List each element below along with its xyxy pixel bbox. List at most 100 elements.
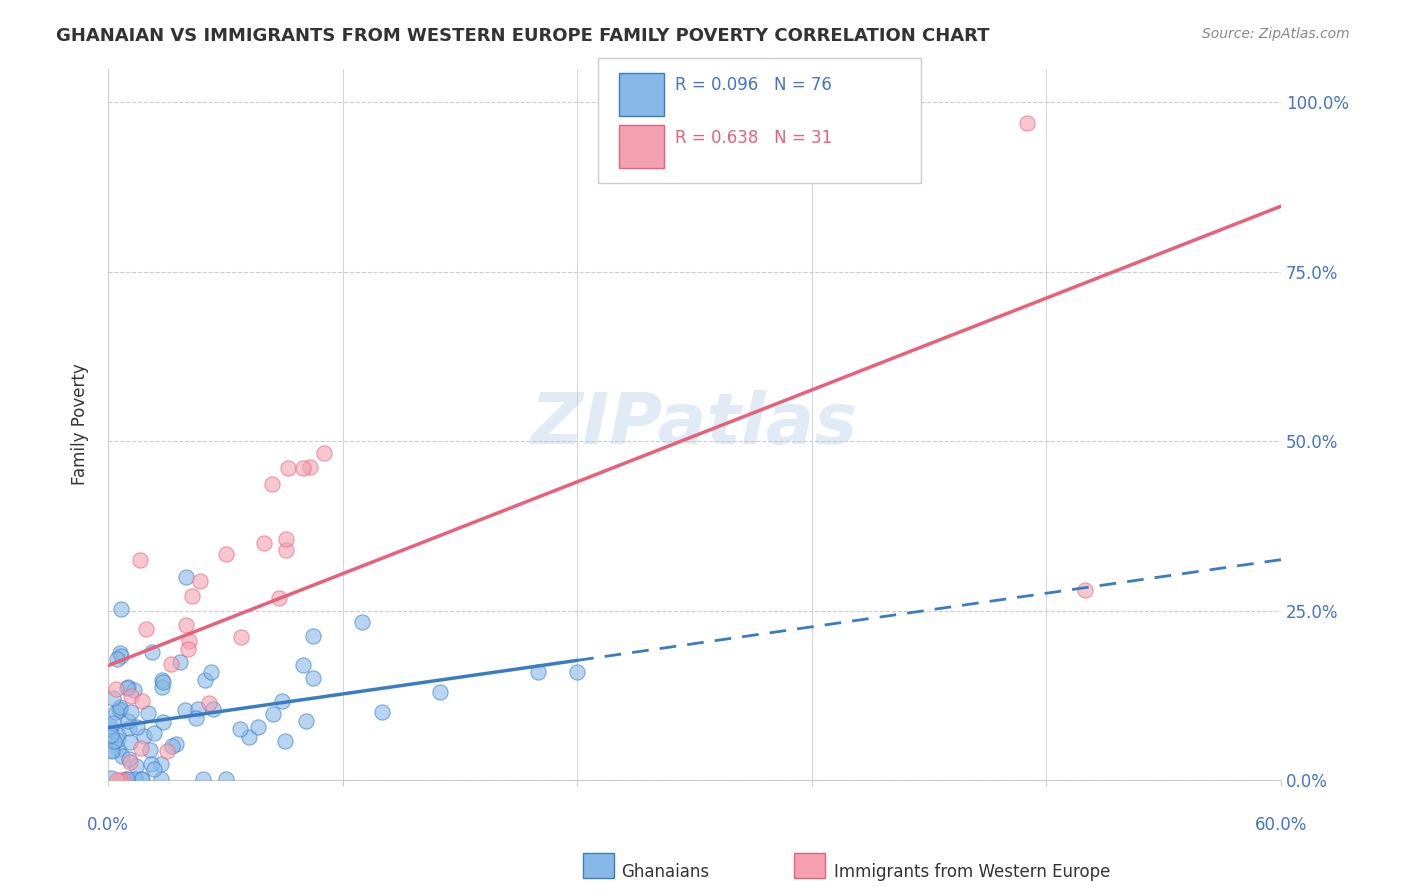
Point: [215, 772, 238, 787]
Point: [131, 772, 153, 787]
Point: [118, 735, 141, 749]
Point: [142, 762, 165, 776]
Point: [152, 675, 174, 690]
Point: [104, 682, 127, 697]
Text: R = 0.638   N = 31: R = 0.638 N = 31: [675, 129, 832, 147]
Point: [136, 706, 159, 721]
Point: [201, 701, 224, 715]
Point: [149, 757, 172, 772]
Point: [118, 752, 141, 766]
Point: [98, 718, 121, 732]
Point: [107, 773, 129, 788]
Point: [194, 673, 217, 687]
Point: [169, 655, 191, 669]
Point: [98, 723, 121, 737]
Point: [215, 547, 238, 561]
Point: [117, 714, 139, 729]
Point: [100, 728, 122, 742]
Text: ZIPatlas: ZIPatlas: [531, 390, 858, 458]
Text: 60.0%: 60.0%: [1254, 815, 1308, 834]
Point: [120, 705, 142, 719]
Y-axis label: Family Poverty: Family Poverty: [72, 363, 89, 485]
Point: [370, 706, 392, 720]
Point: [352, 615, 374, 629]
Point: [1015, 116, 1038, 130]
Point: [105, 733, 128, 747]
Point: [141, 645, 163, 659]
Point: [191, 772, 214, 787]
Point: [176, 617, 198, 632]
Point: [150, 681, 173, 695]
Point: [139, 756, 162, 771]
Point: [271, 694, 294, 708]
Point: [246, 720, 269, 734]
Point: [567, 665, 589, 679]
Point: [273, 733, 295, 747]
Point: [429, 685, 451, 699]
Point: [165, 738, 187, 752]
Point: [110, 648, 132, 663]
Point: [174, 570, 197, 584]
Point: [117, 681, 139, 696]
Point: [103, 716, 125, 731]
Point: [108, 702, 131, 716]
Point: [188, 574, 211, 589]
Point: [107, 728, 129, 742]
Point: [302, 671, 325, 685]
Point: [262, 706, 284, 721]
Point: [118, 721, 141, 735]
Point: [160, 657, 183, 671]
Text: Immigrants from Western Europe: Immigrants from Western Europe: [834, 863, 1111, 881]
Point: [114, 772, 136, 787]
Point: [104, 705, 127, 719]
Point: [122, 683, 145, 698]
Point: [262, 477, 284, 491]
Point: [143, 726, 166, 740]
Point: [152, 714, 174, 729]
Point: [131, 694, 153, 708]
Point: [181, 589, 204, 603]
Point: [103, 734, 125, 748]
Point: [238, 730, 260, 744]
Point: [160, 739, 183, 753]
Point: [267, 591, 290, 605]
Point: [198, 696, 221, 710]
Point: [101, 744, 124, 758]
Point: [1074, 583, 1097, 598]
Point: [229, 723, 252, 737]
Text: 0.0%: 0.0%: [87, 815, 129, 834]
Point: [108, 646, 131, 660]
Point: [156, 744, 179, 758]
Point: [101, 691, 124, 706]
Point: [135, 622, 157, 636]
Point: [132, 729, 155, 743]
Text: Ghanaians: Ghanaians: [621, 863, 710, 881]
Point: [312, 445, 335, 459]
Point: [292, 461, 315, 475]
Point: [294, 714, 316, 729]
Point: [184, 710, 207, 724]
Point: [107, 741, 129, 756]
Point: [120, 689, 142, 703]
Point: [117, 680, 139, 694]
Point: [111, 773, 134, 788]
Point: [108, 773, 131, 788]
Point: [100, 772, 122, 786]
Point: [115, 772, 138, 787]
Point: [174, 703, 197, 717]
Point: [124, 758, 146, 772]
Point: [302, 629, 325, 643]
Point: [105, 652, 128, 666]
Point: [177, 634, 200, 648]
Point: [187, 702, 209, 716]
Point: [129, 741, 152, 756]
Point: [100, 742, 122, 756]
Text: R = 0.096   N = 76: R = 0.096 N = 76: [675, 76, 832, 94]
Point: [299, 459, 322, 474]
Point: [200, 665, 222, 679]
Point: [150, 673, 173, 687]
Point: [527, 665, 550, 679]
Point: [124, 772, 146, 787]
Point: [125, 721, 148, 735]
Point: [129, 772, 152, 787]
